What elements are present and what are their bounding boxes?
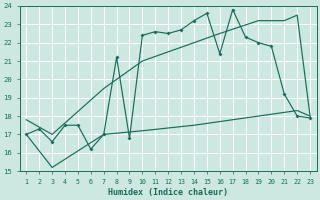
X-axis label: Humidex (Indice chaleur): Humidex (Indice chaleur) [108, 188, 228, 197]
